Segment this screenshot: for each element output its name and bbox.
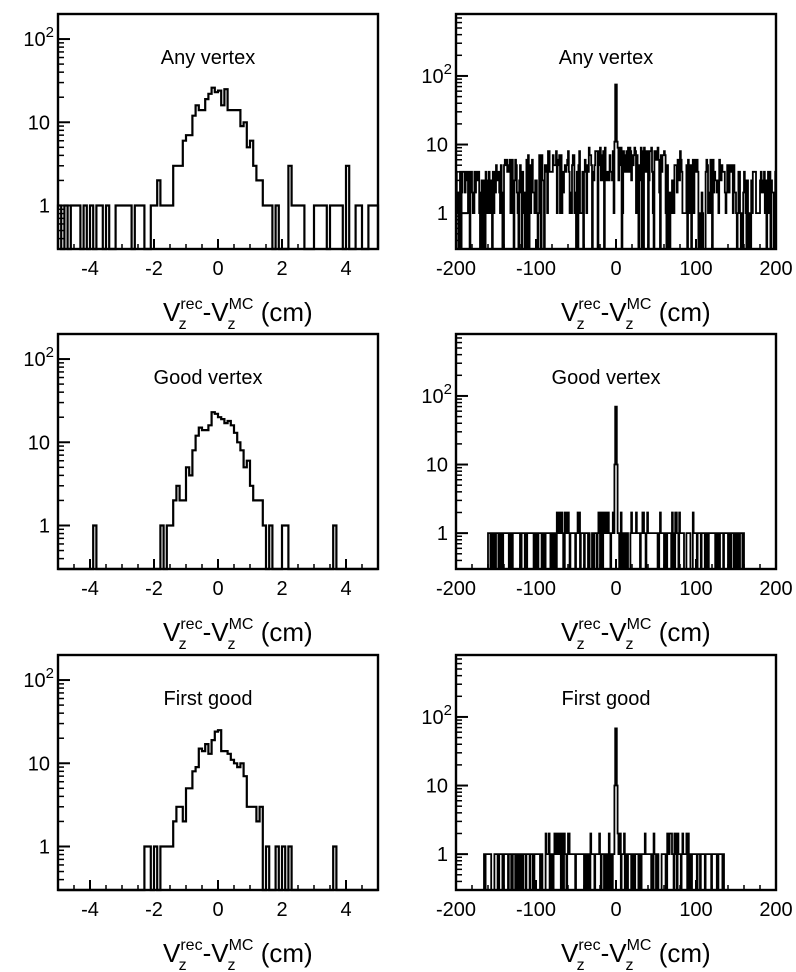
panel-label: Any vertex [559, 47, 653, 69]
x-tick-label: -2 [145, 899, 163, 921]
x-tick-label: 100 [679, 578, 712, 600]
x-tick-label: 4 [340, 578, 351, 600]
y-tick-label: 102 [421, 381, 452, 408]
y-tick-label: 1 [39, 836, 50, 858]
x-tick-label: 2 [276, 899, 287, 921]
x-axis-title: Vrec z -VMC z (cm) [163, 296, 313, 333]
chart-panel-3: -4 -2 0 2 4 1 10 102 Good vertex Vrec z -VMC z (cm) [23, 332, 380, 653]
y-tick-label: 10 [426, 776, 448, 798]
x-tick-label: -200 [436, 578, 476, 600]
panel-label: Good vertex [154, 367, 263, 389]
x-tick-label: 0 [610, 899, 621, 921]
x-tick-label: -200 [436, 899, 476, 921]
panel-label: First good [164, 688, 253, 710]
x-tick-label: -100 [516, 258, 556, 280]
y-tick-label: 1 [437, 844, 448, 866]
x-tick-label: 4 [340, 899, 351, 921]
x-tick-label: -2 [145, 258, 163, 280]
y-tick-label: 1 [437, 203, 448, 225]
x-tick-label: 4 [340, 258, 351, 280]
chart-panel-5: -4 -2 0 2 4 1 10 102 First good Vrec z -VMC z (cm) [23, 653, 380, 972]
chart-panel-2: -200 -100 0 100 200 1 10 102 Any vertex Vrec z -VMC… [421, 12, 793, 333]
panel-label: Any vertex [161, 47, 255, 69]
x-tick-label: 0 [610, 258, 621, 280]
y-tick-label: 102 [421, 702, 452, 729]
x-tick-label: -100 [516, 578, 556, 600]
y-tick-label: 10 [426, 455, 448, 477]
histogram-series [455, 83, 777, 250]
y-tick-label: 1 [39, 195, 50, 217]
chart-panel-1: -4 -2 0 2 4 1 10 102 Any vertex Vrec z -VMC z (cm) [23, 12, 380, 333]
x-tick-label: 0 [212, 258, 223, 280]
x-axis-title: Vrec z -VMC z (cm) [561, 937, 711, 972]
x-tick-label: 200 [759, 258, 792, 280]
y-tick-label: 1 [39, 515, 50, 537]
x-axis-title: Vrec z -VMC z (cm) [561, 296, 711, 333]
y-tick-label: 10 [426, 135, 448, 157]
panel-label: First good [562, 688, 651, 710]
x-tick-label: -4 [81, 258, 99, 280]
x-axis-title: Vrec z -VMC z (cm) [163, 937, 313, 972]
chart-panel-6: -200 -100 0 100 200 1 10 102 First good Vrec z -VMC… [421, 653, 793, 972]
x-tick-label: 2 [276, 578, 287, 600]
histogram-series [56, 86, 380, 251]
x-tick-label: 200 [759, 899, 792, 921]
x-tick-label: 0 [212, 578, 223, 600]
x-tick-label: -2 [145, 578, 163, 600]
x-tick-label: -4 [81, 578, 99, 600]
x-tick-label: 100 [679, 258, 712, 280]
x-tick-label: 200 [759, 578, 792, 600]
histogram-series [456, 405, 776, 570]
y-tick-label: 102 [23, 665, 54, 692]
y-tick-label: 10 [28, 753, 50, 775]
y-tick-label: 10 [28, 432, 50, 454]
x-tick-label: -4 [81, 899, 99, 921]
y-tick-label: 1 [437, 523, 448, 545]
x-axis-title: Vrec z -VMC z (cm) [561, 616, 711, 653]
x-tick-label: 2 [276, 258, 287, 280]
histogram-series [58, 411, 378, 571]
x-tick-label: -200 [436, 258, 476, 280]
y-tick-label: 102 [23, 344, 54, 371]
x-tick-label: -100 [516, 899, 556, 921]
histogram-series [456, 727, 776, 891]
y-tick-label: 10 [28, 112, 50, 134]
x-axis-title: Vrec z -VMC z (cm) [163, 616, 313, 653]
panel-label: Good vertex [552, 367, 661, 389]
y-tick-label: 102 [23, 24, 54, 51]
chart-panel-4: -200 -100 0 100 200 1 10 102 Good vertex Vrec z -VM… [421, 332, 793, 653]
histogram-series [58, 729, 378, 892]
x-tick-label: 0 [610, 578, 621, 600]
y-tick-label: 102 [421, 61, 452, 88]
x-tick-label: 100 [679, 899, 712, 921]
x-tick-label: 0 [212, 899, 223, 921]
